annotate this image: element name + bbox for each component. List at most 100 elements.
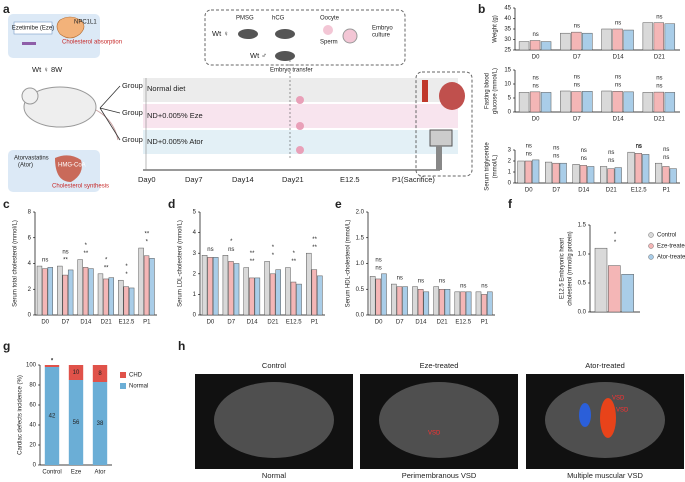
y-tick-label: 5	[193, 210, 197, 216]
bar	[444, 289, 451, 316]
y-tick-label: 1	[508, 170, 512, 176]
x-tick-label: D21	[267, 320, 279, 326]
bar	[375, 278, 382, 316]
bar	[614, 167, 622, 184]
bar	[612, 91, 623, 113]
panel-label: f	[508, 197, 513, 211]
y-tick-label: 100	[26, 363, 37, 369]
bar	[607, 168, 615, 184]
significance: *	[125, 264, 128, 270]
bar	[149, 258, 155, 316]
bar	[269, 273, 276, 316]
y-axis-label: Weight (g)	[493, 15, 499, 43]
bar	[552, 162, 560, 184]
y-tick-label: 1.0	[578, 252, 587, 258]
panel-label: h	[178, 339, 185, 353]
bar	[317, 275, 323, 316]
x-tick-label: D0	[41, 320, 49, 326]
bar	[369, 276, 376, 316]
bar	[118, 279, 124, 316]
diagram-text: culture	[372, 33, 391, 39]
ultrasound-icon	[436, 146, 442, 170]
y-tick-label: 3	[508, 148, 512, 154]
legend-swatch	[120, 383, 126, 389]
significance: ns	[62, 250, 68, 256]
x-tick-label: D14	[415, 320, 427, 326]
significance: **	[104, 265, 109, 271]
bar	[475, 291, 482, 316]
x-tick-label: D14	[613, 55, 625, 61]
bar-segment	[68, 365, 84, 380]
significance: **	[83, 251, 88, 257]
bar	[103, 278, 109, 316]
bar	[486, 291, 493, 316]
significance: ns	[656, 14, 662, 20]
significance: ns	[581, 148, 587, 154]
bar	[572, 164, 580, 184]
y-tick-label: 2.0	[356, 210, 365, 216]
count-label: 10	[73, 370, 80, 376]
significance: *	[51, 359, 54, 365]
bar	[249, 277, 255, 316]
legend-label: CHD	[129, 373, 143, 379]
panel-label: b	[478, 2, 485, 16]
pill	[22, 42, 36, 45]
bar	[524, 160, 532, 184]
bar	[465, 291, 472, 316]
panel-label: a	[3, 2, 10, 16]
mouse-icon	[275, 29, 295, 39]
significance: ns	[663, 155, 669, 161]
bar	[653, 22, 665, 51]
timeline-label: Day14	[232, 175, 254, 184]
x-tick-label: D21	[437, 320, 449, 326]
bar	[108, 277, 115, 316]
y-axis-label: Serum triglyceride	[485, 142, 491, 191]
y-tick-label: 1.5	[578, 223, 587, 229]
x-tick-label: E12.5	[455, 320, 471, 326]
significance: ns	[375, 265, 381, 271]
bar	[532, 159, 540, 184]
x-tick-label: D14	[613, 117, 625, 123]
bar	[623, 29, 634, 51]
x-tick-label: D0	[532, 117, 540, 123]
x-tick-label: D7	[552, 188, 560, 194]
bar	[594, 247, 608, 313]
bar	[62, 274, 68, 316]
significance: ns	[574, 24, 580, 30]
x-tick-label: P1	[311, 320, 319, 326]
bar	[381, 273, 387, 316]
x-tick-label: D21	[654, 55, 666, 61]
significance: ns	[656, 76, 662, 82]
mouse-icon	[275, 51, 295, 61]
diagram-text: Group2	[122, 108, 147, 117]
x-tick-label: D14	[247, 320, 259, 326]
bar	[42, 268, 48, 316]
significance: *	[105, 257, 108, 263]
bar	[518, 92, 530, 113]
mouse-tail	[95, 109, 119, 141]
count-label: 56	[73, 420, 80, 426]
bar	[518, 41, 530, 51]
bar	[275, 269, 281, 316]
significance: ns	[663, 147, 669, 153]
y-axis-label: Fasting blood	[485, 73, 491, 109]
bar	[439, 289, 445, 316]
image-mark: VSD	[616, 408, 629, 414]
y-axis-label: E12.5 Embryonic heart	[560, 238, 566, 299]
y-tick-label: 3	[193, 251, 197, 257]
significance: ns	[574, 83, 580, 89]
bar-segment	[92, 382, 108, 465]
bar	[540, 41, 552, 51]
count-label: 8	[98, 371, 102, 377]
diagram-text: Ezetimibe (Eze)	[12, 26, 54, 32]
bar	[228, 261, 234, 316]
x-tick-label: D7	[62, 320, 70, 326]
y-tick-label: 45	[504, 6, 511, 12]
y-axis-label: Serum LDL-cholesterol (mmol/L)	[178, 220, 184, 307]
x-tick-label: D21	[606, 188, 618, 194]
image-caption: Perimembranous VSD	[402, 471, 477, 480]
significance: ns	[526, 151, 532, 157]
y-tick-label: 20	[29, 443, 36, 449]
significance: *	[125, 272, 128, 278]
